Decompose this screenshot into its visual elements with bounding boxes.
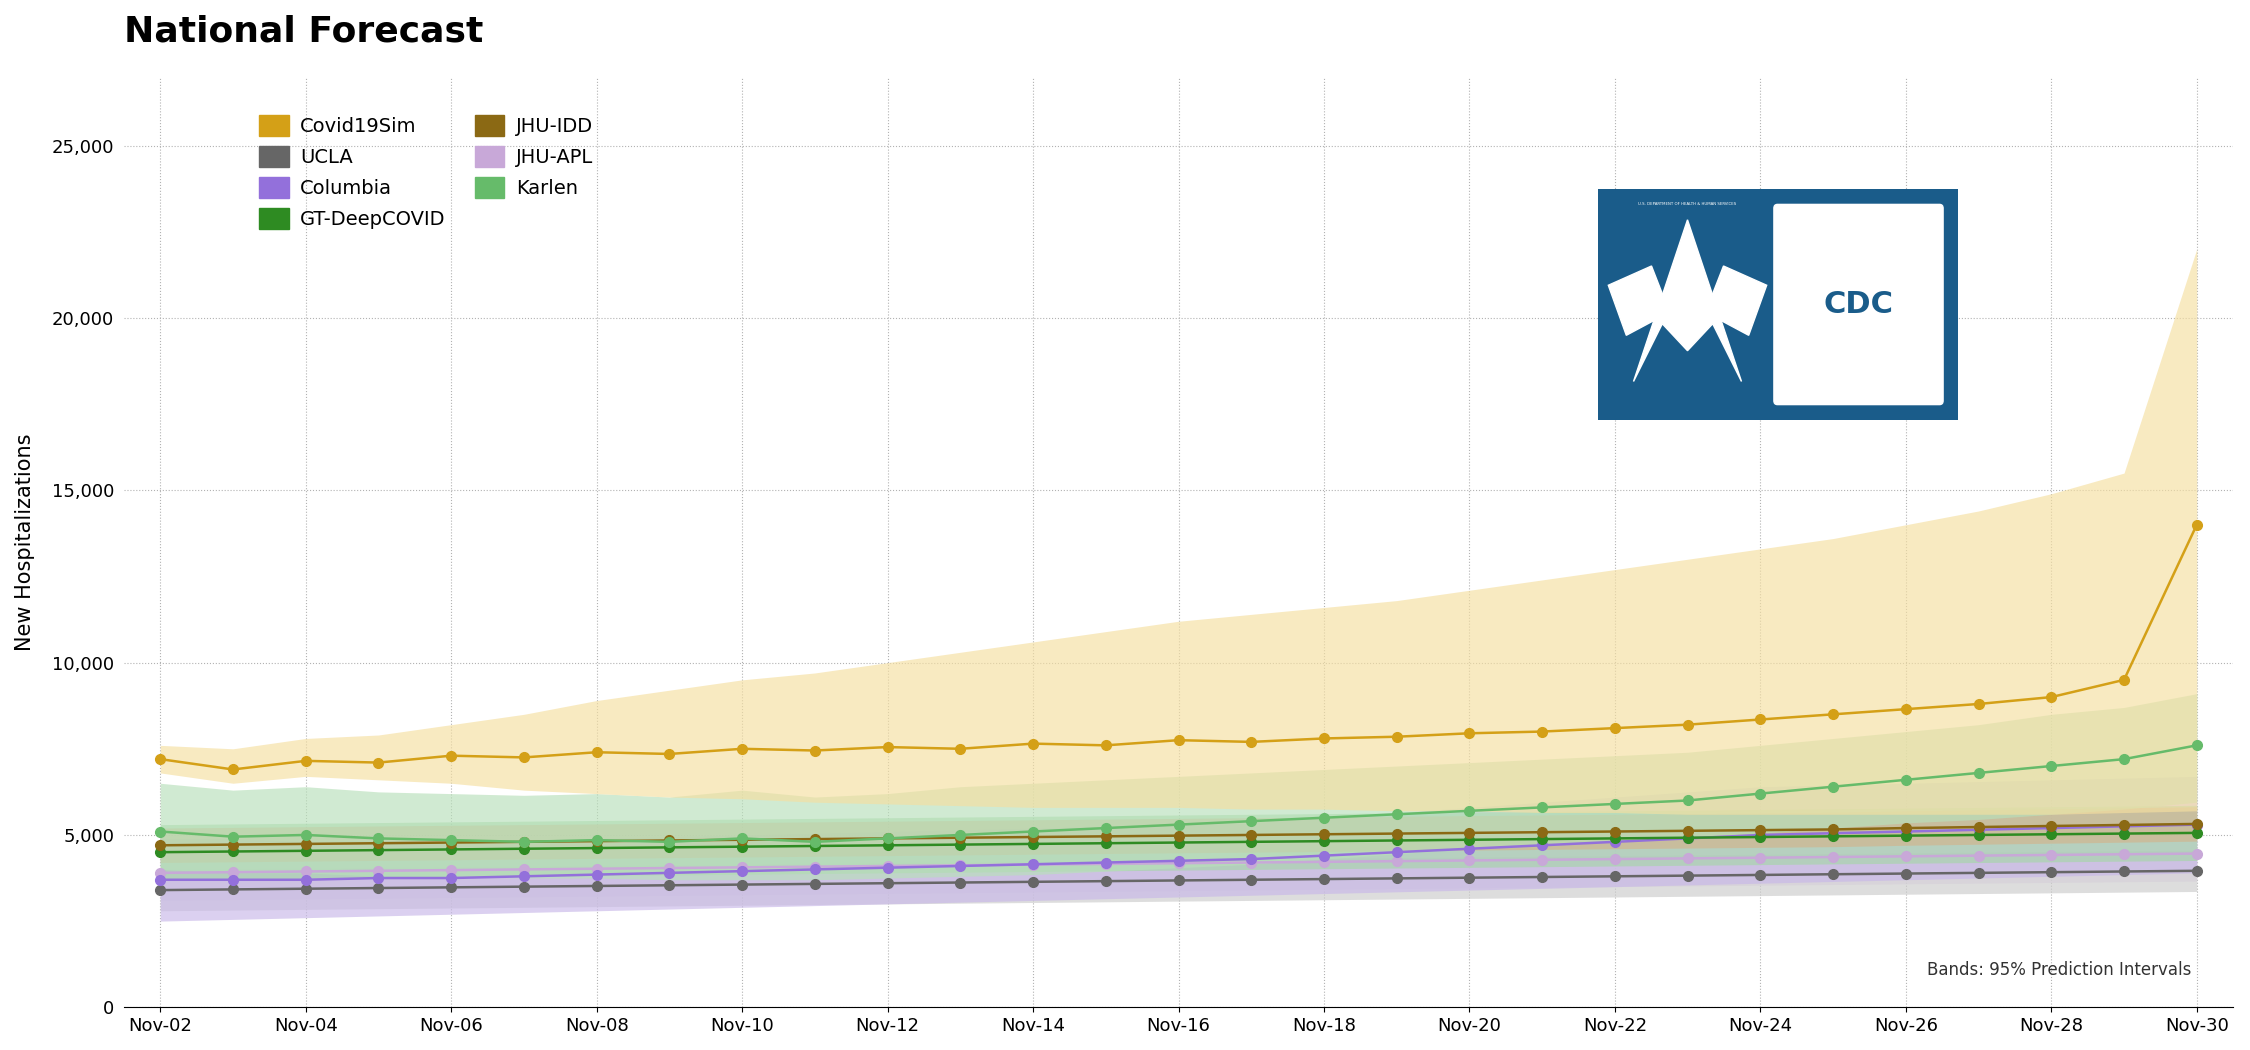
FancyBboxPatch shape — [1586, 177, 1969, 432]
Y-axis label: New Hospitalizations: New Hospitalizations — [16, 434, 36, 651]
Legend: Covid19Sim, UCLA, Columbia, GT-DeepCOVID, JHU-IDD, JHU-APL, Karlen, : Covid19Sim, UCLA, Columbia, GT-DeepCOVID… — [250, 105, 603, 238]
Polygon shape — [1609, 266, 1670, 335]
Text: National Forecast: National Forecast — [124, 15, 484, 49]
Polygon shape — [1706, 266, 1766, 335]
Text: CDC: CDC — [1823, 290, 1894, 319]
Text: Bands: 95% Prediction Intervals: Bands: 95% Prediction Intervals — [1926, 962, 2192, 980]
Circle shape — [1609, 219, 1766, 390]
Polygon shape — [1634, 219, 1742, 381]
Text: U.S. DEPARTMENT OF HEALTH & HUMAN SERVICES: U.S. DEPARTMENT OF HEALTH & HUMAN SERVIC… — [1638, 203, 1737, 207]
FancyBboxPatch shape — [1773, 205, 1944, 404]
